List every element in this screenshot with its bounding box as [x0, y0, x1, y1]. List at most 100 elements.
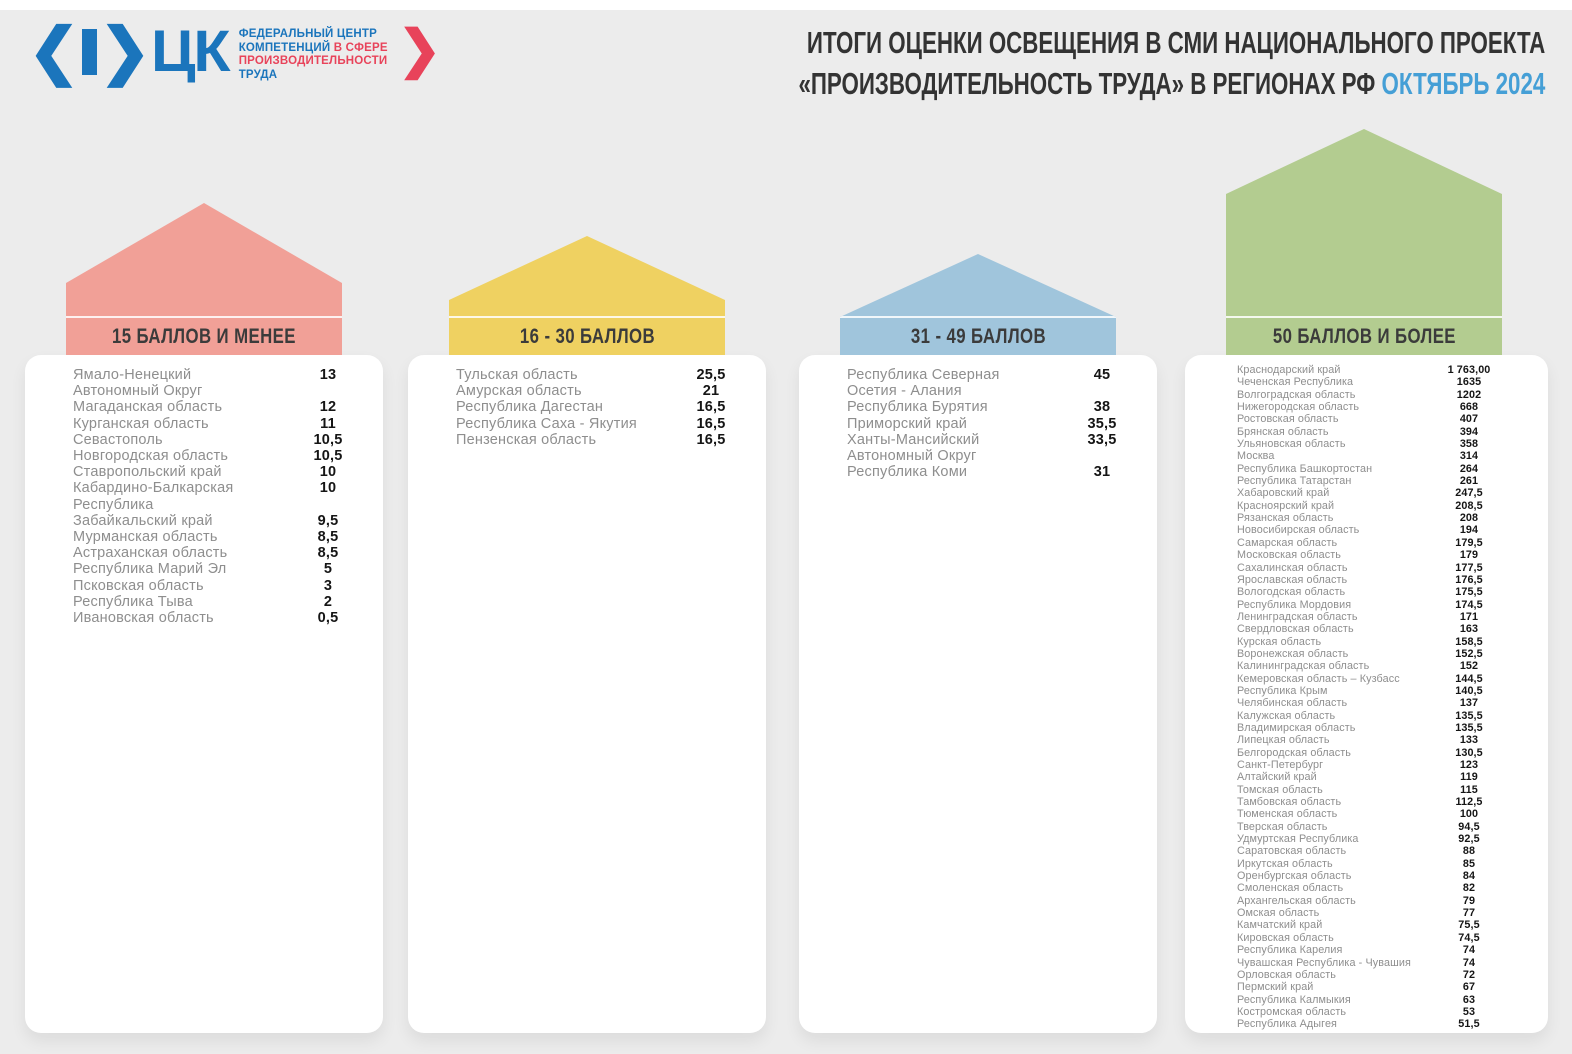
- category-label: 50 БАЛЛОВ И БОЛЕЕ: [1272, 324, 1456, 348]
- category-house: 50 БАЛЛОВ И БОЛЕЕ: [1226, 129, 1502, 355]
- region-row: Санкт-Петербург 123: [1237, 759, 1514, 771]
- region-score: 75,5: [1458, 919, 1480, 932]
- region-row: Кабардино-Балкарская Республика 10: [73, 480, 373, 512]
- region-score: 74,5: [1458, 931, 1480, 944]
- house-roof-icon: 15 БАЛЛОВ И МЕНЕЕ: [66, 203, 342, 355]
- region-score: 10: [319, 480, 337, 497]
- region-name: Республика Карелия: [1237, 944, 1343, 957]
- region-row: Удмуртская Республика 92,5: [1237, 833, 1514, 845]
- region-score: 10: [319, 464, 337, 481]
- region-name: Ханты-Мансийский Автономный Округ: [847, 431, 980, 465]
- region-name: Кабардино-Балкарская Республика: [73, 480, 234, 513]
- category-header-band: 15 БАЛЛОВ И МЕНЕЕ: [66, 318, 342, 355]
- region-name: Новгородская область: [73, 448, 229, 465]
- region-name: Курганская область: [73, 415, 209, 432]
- region-name: Белгородская область: [1237, 746, 1351, 759]
- region-name: Липецкая область: [1237, 734, 1330, 747]
- region-row: Томская область 115: [1237, 784, 1514, 796]
- region-score: 264: [1459, 462, 1479, 475]
- region-score: 119: [1460, 771, 1478, 784]
- region-name: Тульская область: [456, 367, 578, 383]
- region-name: Оренбургская область: [1237, 870, 1352, 883]
- region-score: 152,5: [1455, 647, 1483, 660]
- category-label: 31 - 49 БАЛЛОВ: [910, 324, 1046, 348]
- region-score: 358: [1459, 438, 1479, 451]
- region-score: 16,5: [696, 431, 726, 448]
- region-name: Свердловская область: [1237, 623, 1354, 636]
- region-score: 38: [1093, 399, 1111, 416]
- fck-logo-mark: ❮ ❯ ЦК: [28, 17, 231, 86]
- logo-left-bracket-icon: ❮: [28, 17, 80, 86]
- region-row: Республика Бурятия 38: [847, 399, 1147, 415]
- region-name: Ростовская область: [1237, 413, 1339, 426]
- region-name: Мурманская область: [73, 529, 218, 546]
- region-score: 0,5: [317, 610, 339, 627]
- region-name: Рязанская область: [1237, 512, 1334, 525]
- region-score: 152: [1459, 660, 1479, 673]
- region-list: Республика Северная Осетия - Алания 45 Рес…: [799, 355, 1157, 1033]
- region-name: Курская область: [1237, 635, 1322, 648]
- region-name: Саратовская область: [1237, 845, 1347, 858]
- region-name: Амурская область: [456, 383, 582, 400]
- region-score: 16,5: [696, 399, 726, 416]
- region-name: Севастополь: [73, 431, 163, 448]
- region-row: Алтайский край 119: [1237, 771, 1514, 783]
- region-name: Псковская область: [73, 577, 204, 594]
- region-score: 77: [1462, 907, 1476, 920]
- region-score: 79: [1462, 894, 1476, 907]
- region-score: 67: [1462, 981, 1476, 994]
- region-row: Нижегородская область 668: [1237, 401, 1514, 413]
- region-score: 394: [1459, 425, 1479, 438]
- region-score: 112,5: [1455, 796, 1483, 809]
- house-divider: [449, 316, 725, 318]
- region-name: Чеченская Республика: [1237, 376, 1354, 389]
- category-house: 31 - 49 БАЛЛОВ: [840, 254, 1116, 355]
- region-score: 63: [1462, 993, 1476, 1006]
- region-score: 174,5: [1455, 598, 1483, 611]
- region-name: Ивановская область: [73, 610, 214, 627]
- region-score: 123: [1459, 759, 1479, 771]
- region-row: Ханты-Мансийский Автономный Округ 33,5: [847, 432, 1147, 464]
- region-name: Кемеровская область – Кузбасс: [1237, 672, 1400, 685]
- region-score: 130,5: [1455, 746, 1483, 759]
- logo-tagline-segment: ФЕДЕРАЛЬНЫЙ ЦЕНТР: [238, 28, 377, 40]
- region-score: 33,5: [1087, 431, 1117, 448]
- region-score: 12: [319, 399, 337, 416]
- region-score: 8,5: [317, 545, 339, 562]
- logo-letters: ЦК: [150, 19, 231, 84]
- region-score: 261: [1459, 475, 1479, 488]
- region-name: Ставропольский край: [73, 464, 222, 481]
- region-score: 21: [702, 383, 720, 400]
- category-house: 15 БАЛЛОВ И МЕНЕЕ: [66, 203, 342, 355]
- region-name: Тверская область: [1237, 820, 1328, 833]
- region-name: Республика Коми: [847, 464, 968, 481]
- region-score: 10,5: [313, 448, 343, 465]
- region-score: 2: [323, 593, 333, 610]
- category-column-3: 31 - 49 БАЛЛОВ Республика Северная Осетия…: [799, 254, 1157, 1033]
- region-name: Московская область: [1237, 549, 1341, 562]
- region-row: Ульяновская область 358: [1237, 438, 1514, 450]
- region-name: Смоленская область: [1237, 882, 1344, 895]
- region-score: 88: [1462, 845, 1476, 858]
- region-score: 100: [1459, 808, 1479, 821]
- region-row: Свердловская область 163: [1237, 623, 1514, 635]
- region-row: Чувашская Республика - Чувашия 74: [1237, 957, 1514, 969]
- region-list: Краснодарский край 1 763,00 Чеченская Респ…: [1185, 355, 1548, 1033]
- region-score: 10,5: [313, 431, 343, 448]
- region-name: Архангельская область: [1237, 894, 1356, 907]
- region-row: Республика Тыва 2: [73, 594, 373, 610]
- region-name: Хабаровский край: [1237, 487, 1330, 500]
- category-column-2: 16 - 30 БАЛЛОВ Тульская область 25,5 Амурск…: [408, 236, 766, 1033]
- region-row: Костромская область 53: [1237, 1006, 1514, 1018]
- logo-tagline-segment: ТРУДА: [238, 68, 278, 81]
- region-row: Республика Мордовия 174,5: [1237, 599, 1514, 611]
- region-row: Ивановская область 0,5: [73, 610, 373, 626]
- logo-chevron-icon: ❯: [397, 21, 442, 79]
- region-row: Астраханская область 8,5: [73, 545, 373, 561]
- region-score: 176,5: [1455, 573, 1483, 586]
- region-row: Ленинградская область 171: [1237, 611, 1514, 623]
- region-name: Удмуртская Республика: [1237, 833, 1359, 846]
- house-roof-icon: 50 БАЛЛОВ И БОЛЕЕ: [1226, 129, 1502, 355]
- region-row: Орловская область 72: [1237, 969, 1514, 981]
- region-score: 16,5: [696, 415, 726, 432]
